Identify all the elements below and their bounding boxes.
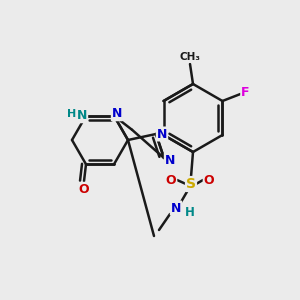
Text: F: F [241, 86, 250, 100]
Text: N: N [171, 202, 181, 214]
Text: O: O [204, 173, 214, 187]
Text: S: S [186, 177, 196, 191]
Text: O: O [166, 173, 176, 187]
Text: N: N [112, 107, 122, 120]
Text: H: H [185, 206, 195, 218]
Text: N: N [165, 154, 175, 166]
Text: H: H [68, 109, 76, 119]
Text: N: N [157, 128, 167, 140]
Text: CH₃: CH₃ [179, 52, 200, 62]
Text: O: O [79, 183, 89, 196]
Text: N: N [77, 109, 87, 122]
